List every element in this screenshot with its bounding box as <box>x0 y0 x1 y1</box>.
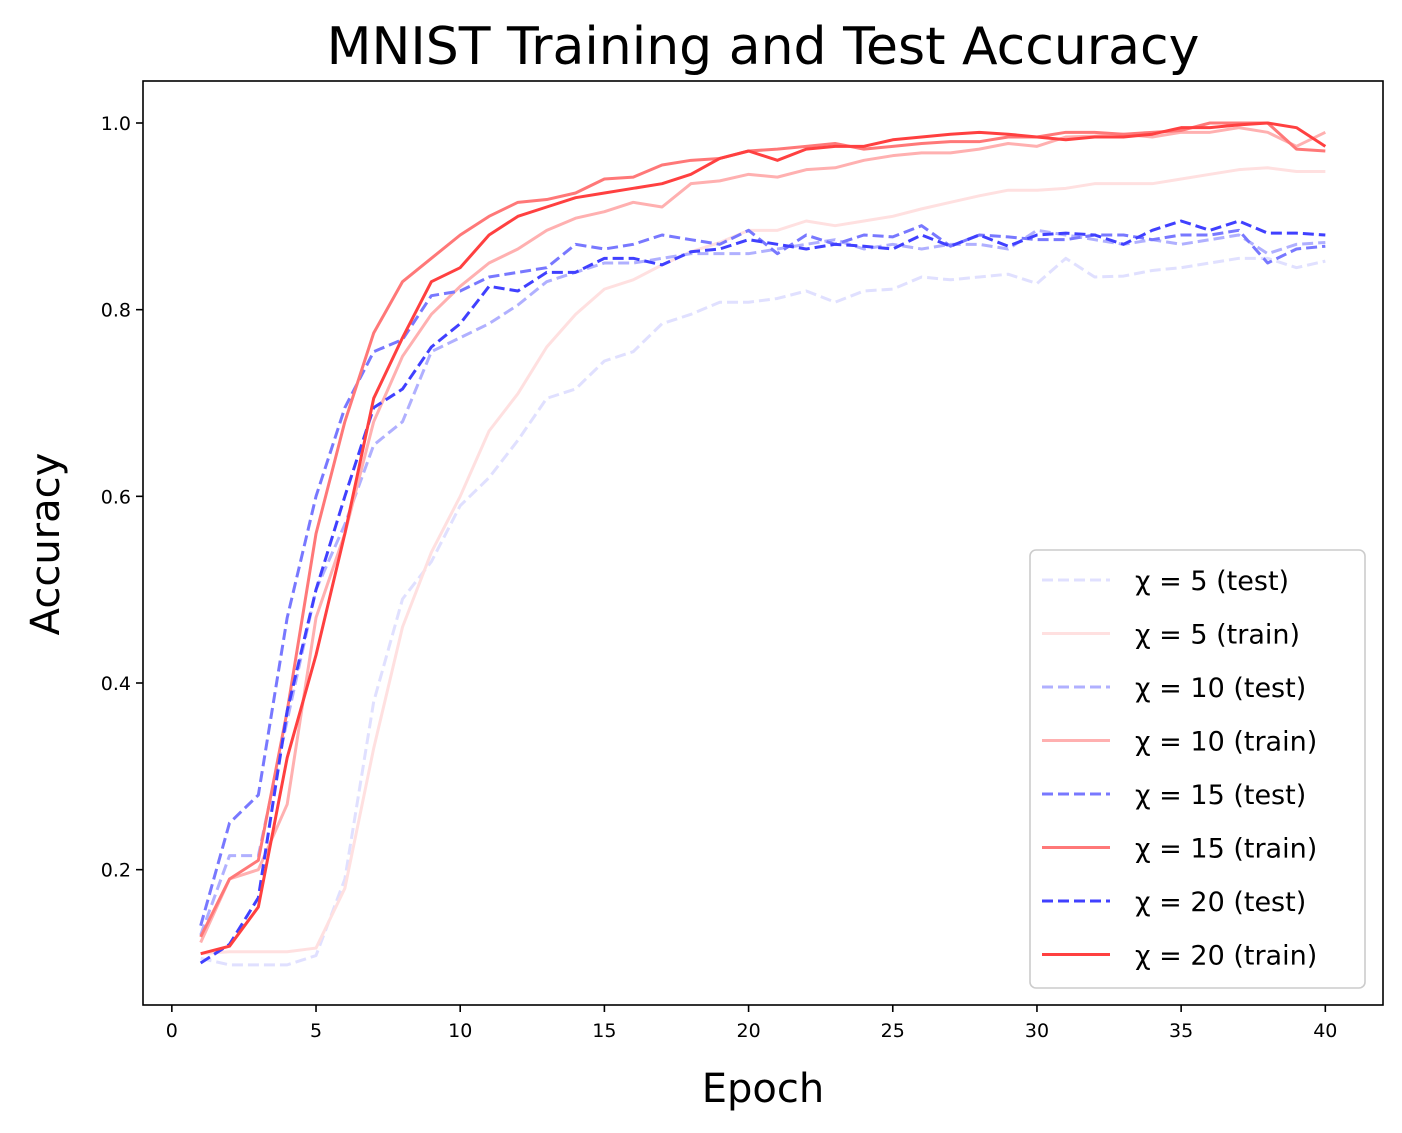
x-tick-label: 5 <box>310 1020 322 1042</box>
y-tick-label: 1.0 <box>101 113 131 135</box>
y-tick-label: 0.4 <box>101 673 131 695</box>
legend-label-5: χ = 15 (train) <box>1135 834 1317 865</box>
legend: χ = 5 (test) χ = 5 (train) χ = 10 (test) χ … <box>1029 549 1366 989</box>
x-tick-label: 25 <box>881 1020 905 1042</box>
series-line-6 <box>199 219 1326 965</box>
legend-box <box>1029 549 1366 989</box>
series-line-5 <box>199 121 1326 938</box>
series-line-2 <box>199 228 1326 936</box>
x-tick-label: 30 <box>1025 1020 1049 1042</box>
y-tick-label: 0.8 <box>101 300 131 322</box>
legend-label-4: χ = 15 (test) <box>1135 780 1306 811</box>
y-tick-label: 0.2 <box>101 860 131 882</box>
x-tick-label: 35 <box>1169 1020 1193 1042</box>
legend-label-6: χ = 20 (test) <box>1135 887 1306 918</box>
y-axis-ticks: 0.2 0.4 0.6 0.8 1.0 <box>101 113 143 882</box>
series-line-0 <box>200 256 1326 967</box>
x-tick-label: 10 <box>448 1020 472 1042</box>
legend-label-2: χ = 10 (test) <box>1135 673 1306 704</box>
series-line-7 <box>200 121 1327 956</box>
chart-title: MNIST Training and Test Accuracy <box>327 17 1200 77</box>
y-tick-label: 0.6 <box>101 486 131 508</box>
x-tick-label: 40 <box>1313 1020 1337 1042</box>
plot-frame <box>142 80 1384 1006</box>
legend-label-1: χ = 5 (train) <box>1135 620 1300 651</box>
x-axis-title: Epoch <box>702 1066 824 1112</box>
series-line-1 <box>200 166 1326 956</box>
legend-label-7: χ = 20 (train) <box>1135 941 1317 972</box>
legend-label-0: χ = 5 (test) <box>1135 566 1289 597</box>
series-lines <box>199 121 1327 967</box>
x-axis-ticks: 0 5 10 15 20 25 30 35 40 <box>166 1005 1337 1042</box>
legend-label-3: χ = 10 (train) <box>1135 727 1317 758</box>
y-axis-title: Accuracy <box>23 453 69 636</box>
x-tick-label: 20 <box>736 1020 760 1042</box>
x-tick-label: 15 <box>592 1020 616 1042</box>
x-tick-label: 0 <box>166 1020 178 1042</box>
legend-items: χ = 5 (test) χ = 5 (train) χ = 10 (test) χ … <box>1042 566 1317 972</box>
